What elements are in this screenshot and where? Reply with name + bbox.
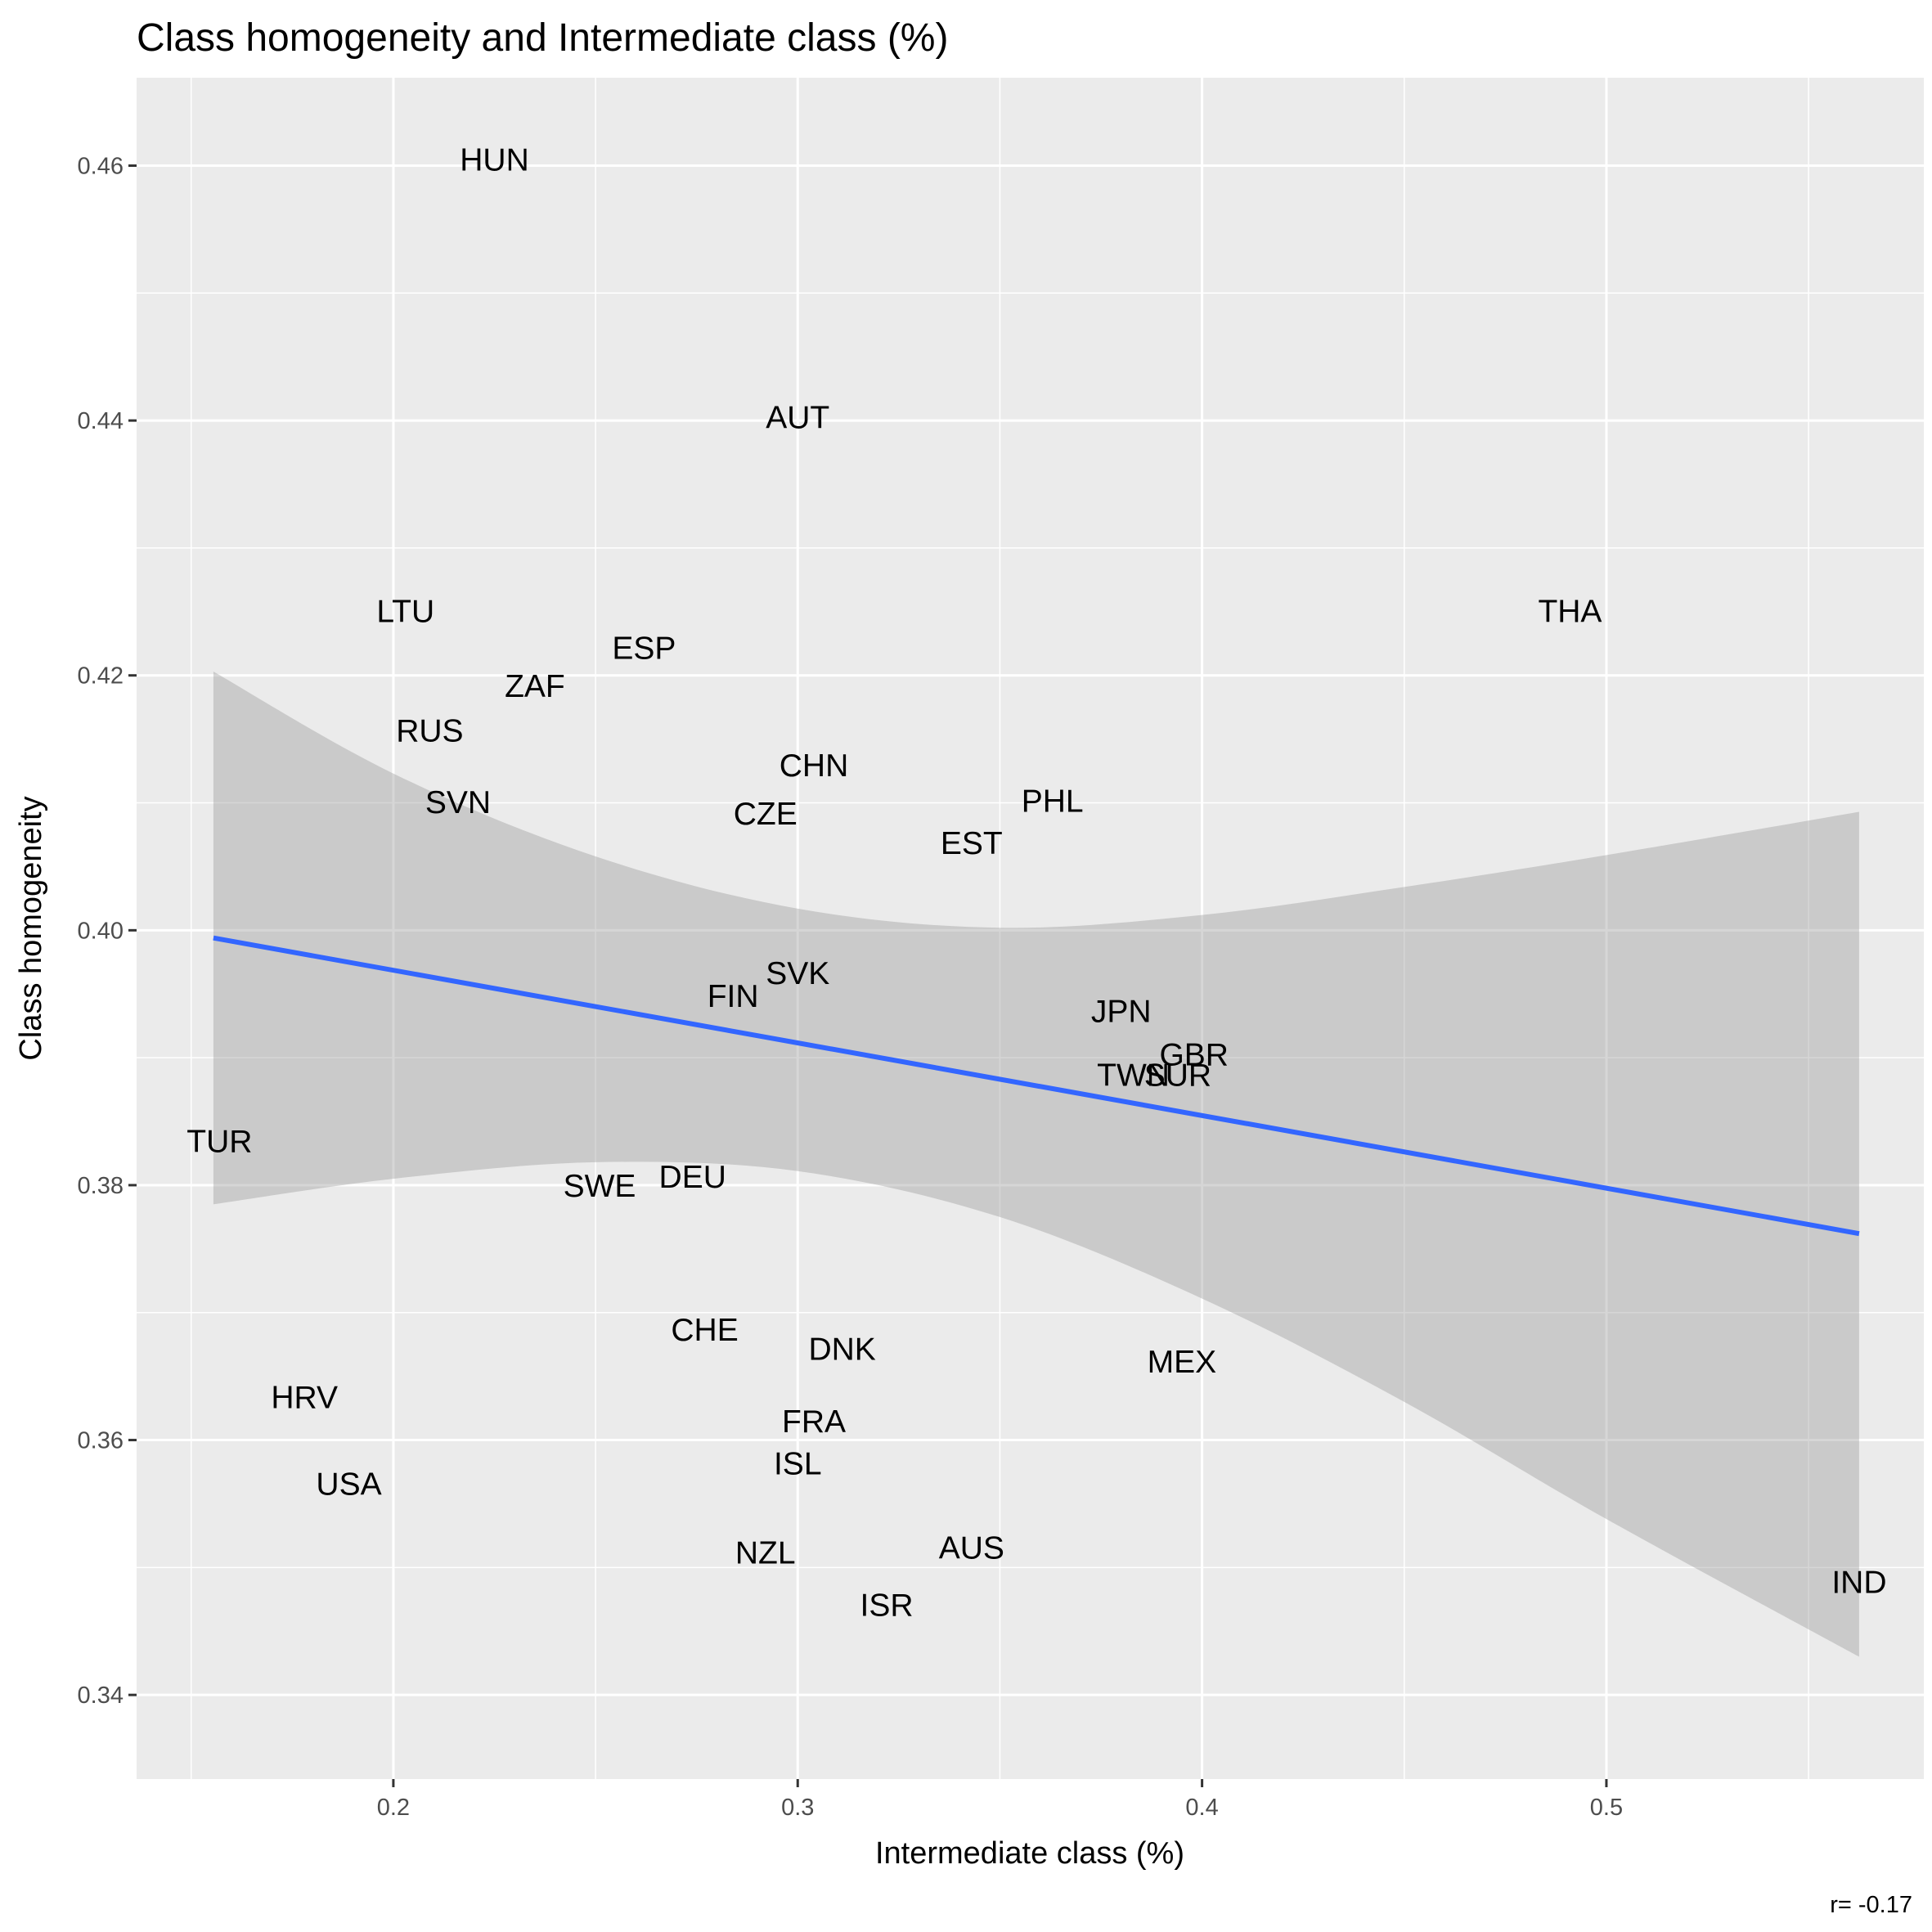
point-label-fra: FRA (782, 1404, 846, 1440)
point-label-cze: CZE (734, 797, 798, 832)
correlation-annotation: r= -0.17 (1830, 1892, 1912, 1918)
y-tick-label: 0.38 (78, 1173, 124, 1199)
regression-line (213, 935, 1860, 1237)
axes: 0.2 0.3 0.4 0.5 0.34 0.36 0.38 0.40 0.42 0.44 0.46 (78, 154, 1624, 1821)
point-label-chn: CHN (780, 748, 849, 784)
point-label-esp: ESP (612, 631, 676, 666)
point-label-isl: ISL (774, 1447, 822, 1482)
confidence-band-group (213, 672, 1859, 1657)
point-label-zaf: ZAF (505, 669, 565, 704)
point-label-deu: DEU (659, 1160, 726, 1195)
y-tick-label: 0.46 (78, 154, 124, 180)
y-tick-label: 0.40 (78, 918, 124, 944)
point-label-svk: SVK (766, 956, 829, 991)
point-label-twn: TWN (1097, 1058, 1170, 1093)
point-label-est: EST (941, 826, 1003, 861)
x-tick-label: 0.4 (1185, 1795, 1218, 1821)
x-tick-label: 0.5 (1590, 1795, 1623, 1821)
plot-panel (137, 78, 1924, 1779)
point-label-svn: SVN (425, 785, 491, 820)
point-label-sur: SUR (1144, 1058, 1211, 1093)
point-label-hun: HUN (460, 143, 529, 178)
point-label-ltu: LTU (376, 594, 434, 629)
point-label-tha: THA (1538, 594, 1602, 629)
point-label-gbr: GBR (1159, 1037, 1229, 1072)
point-label-mex: MEX (1148, 1345, 1217, 1380)
point-label-fin: FIN (708, 979, 759, 1014)
point-label-rus: RUS (396, 714, 463, 749)
x-tick-label: 0.2 (377, 1795, 410, 1821)
grid-lines (137, 78, 1924, 1779)
point-label-che: CHE (671, 1313, 738, 1348)
chart-title: Class homogeneity and Intermediate class… (137, 16, 948, 60)
y-tick-label: 0.44 (78, 408, 124, 434)
y-tick-label: 0.42 (78, 663, 124, 690)
point-label-usa: USA (316, 1467, 381, 1503)
y-tick-label: 0.34 (78, 1683, 124, 1709)
point-label-ind: IND (1831, 1566, 1886, 1601)
y-tick-label: 0.36 (78, 1428, 124, 1454)
point-label-aus: AUS (939, 1530, 1004, 1566)
y-axis-label: Class homogeneity (14, 796, 48, 1060)
point-label-tur: TUR (186, 1124, 252, 1159)
point-label-aut: AUT (766, 400, 829, 435)
confidence-band (213, 672, 1859, 1657)
x-tick-label: 0.3 (781, 1795, 814, 1821)
point-label-jpn: JPN (1091, 994, 1152, 1029)
point-label-dnk: DNK (808, 1332, 875, 1367)
fit-line-group (213, 935, 1860, 1237)
point-label-swe: SWE (564, 1169, 636, 1204)
point-label-isr: ISR (860, 1588, 914, 1624)
point-label-nzl: NZL (735, 1536, 796, 1571)
point-label-phl: PHL (1022, 784, 1084, 819)
point-label-hrv: HRV (271, 1381, 338, 1416)
x-axis-label: Intermediate class (%) (875, 1836, 1184, 1871)
